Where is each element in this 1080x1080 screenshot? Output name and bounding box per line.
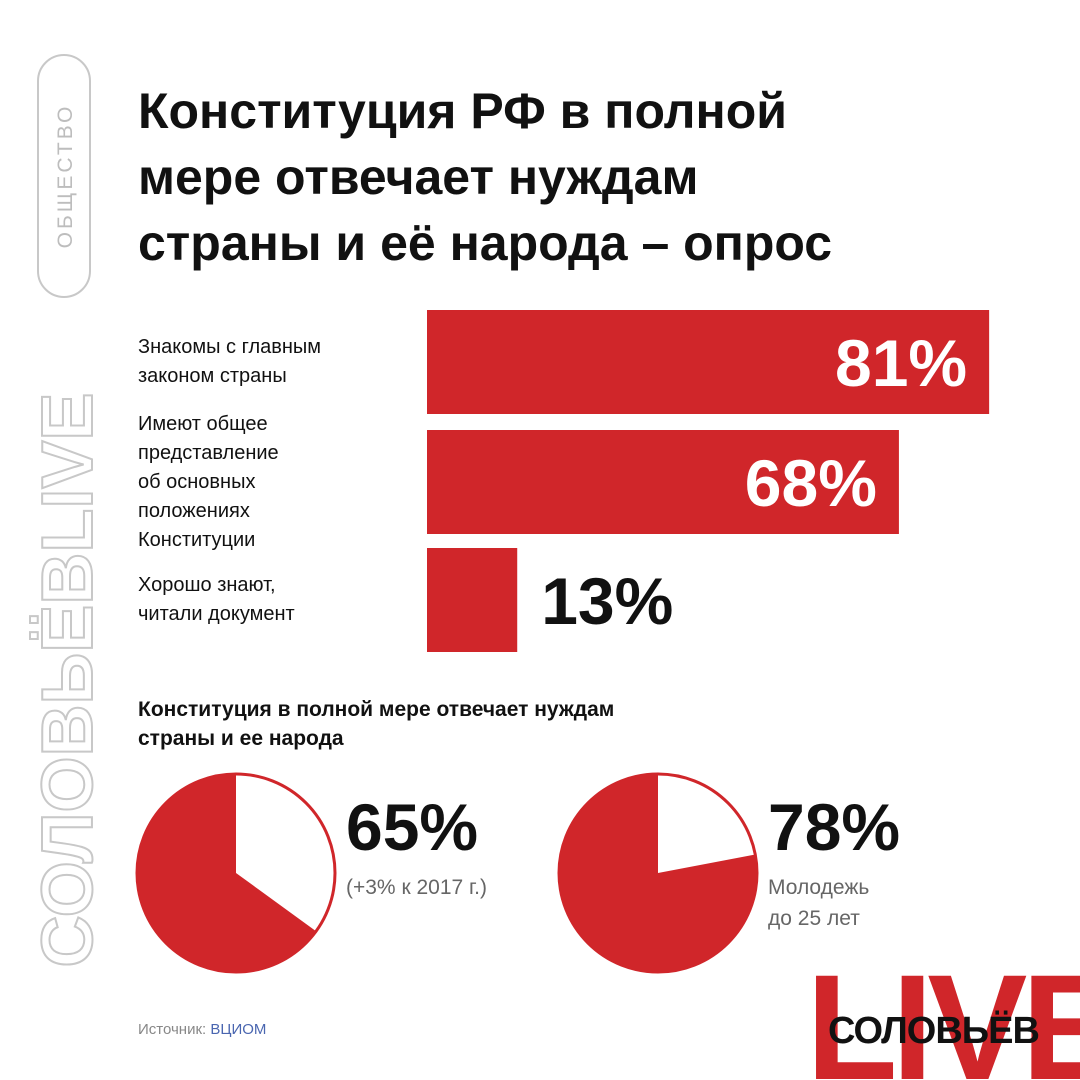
bar-value-label: 68% [745,446,877,520]
title: Конституция РФ в полной мере отвечает ну… [138,83,833,271]
source-label: Источник: [138,1021,207,1038]
category-label: Имеют общее представление об основных по… [138,412,279,551]
bar-value-label: 13% [541,564,673,638]
pie-slice [136,774,317,972]
category-label: Хорошо знают, читали документ [138,574,295,625]
pie-value-label: 78% [768,790,900,864]
brand-vertical: СОЛОВЬЁВLIVE [28,393,108,968]
bar [427,430,899,534]
bar [427,548,518,652]
bar [427,310,990,414]
pie-slice [559,774,757,973]
tag-pill [37,54,91,298]
logo-word: LIVE [806,943,1080,1080]
source: Источник: ВЦИОМ [138,1021,266,1038]
category-label: Знакомы с главным законом страны [138,336,322,387]
logo-name: СОЛОВЬЁВ [828,1010,1040,1052]
bar-value-label: 81% [835,326,967,400]
pie-caption: (+3% к 2017 г.) [346,876,487,899]
source-name: ВЦИОМ [210,1021,267,1038]
tag: ОБЩЕСТВО [54,104,77,249]
pie-caption: Молодежь до 25 лет [768,876,870,930]
pie-title: Конституция в полной мере отвечает нужда… [138,698,615,750]
pie-value-label: 65% [346,790,478,864]
